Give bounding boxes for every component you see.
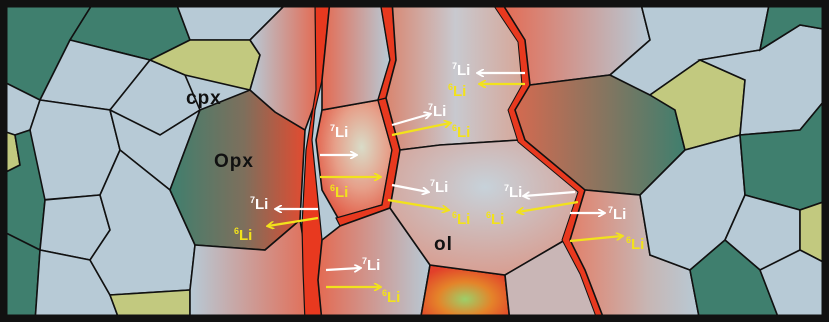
li7-label: 7Li xyxy=(430,178,448,196)
li7-label: 7Li xyxy=(452,61,470,79)
li7-label: 7Li xyxy=(362,256,380,274)
li-isotope-annotations: 7Li6Li7Li6Li7Li6Li7Li6Li7Li6Li7Li6Li7Li6… xyxy=(234,61,644,306)
li6-label: 6Li xyxy=(452,210,470,228)
li6-label: 6Li xyxy=(234,226,252,244)
li6-arrow xyxy=(569,236,622,243)
li6-label: 6Li xyxy=(330,183,348,201)
opx-grain xyxy=(758,0,829,52)
li7-label: 7Li xyxy=(504,183,522,201)
li7-label: 7Li xyxy=(330,123,348,141)
li7-label: 7Li xyxy=(608,205,626,223)
label-opx: Opx xyxy=(214,151,254,172)
li7-arrow xyxy=(391,114,430,127)
li6-label: 6Li xyxy=(452,123,470,141)
li6-arrow xyxy=(387,198,448,210)
label-cpx: cpx xyxy=(186,88,222,109)
li6-label: 6Li xyxy=(626,235,644,253)
li7-label: 7Li xyxy=(250,195,268,213)
olivine-grain-reacted xyxy=(248,0,319,132)
li7-label: 7Li xyxy=(428,102,446,120)
li6-label: 6Li xyxy=(448,82,466,100)
li7-arrow xyxy=(391,183,428,192)
olivine-grain-reacted xyxy=(315,99,393,219)
li6-arrow xyxy=(518,200,579,212)
label-ol: ol xyxy=(434,234,453,255)
li6-arrow xyxy=(268,216,319,226)
li7-arrow xyxy=(325,268,360,270)
li6-arrow xyxy=(391,123,450,137)
li7-arrow xyxy=(524,190,576,196)
li6-label: 6Li xyxy=(486,210,504,228)
olivine-grain xyxy=(758,249,829,323)
li6-label: 6Li xyxy=(382,288,400,306)
